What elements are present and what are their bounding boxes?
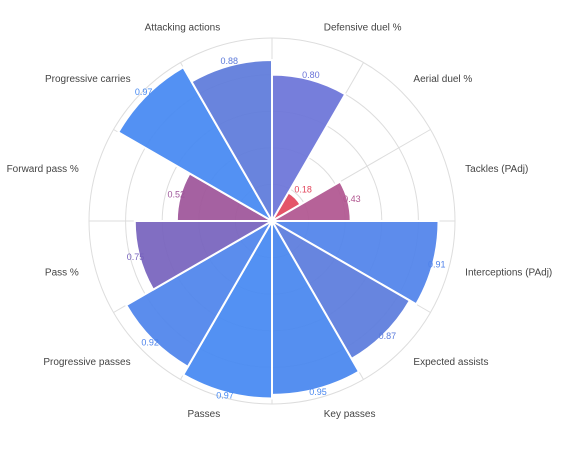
category-label: Interceptions (PAdj) xyxy=(465,267,552,278)
sector xyxy=(133,220,276,291)
category-label: Progressive carries xyxy=(45,74,131,85)
category-label: Forward pass % xyxy=(7,164,79,175)
value-label: 0.88 xyxy=(221,56,239,66)
category-label: Defensive duel % xyxy=(324,22,402,33)
sector xyxy=(190,58,273,225)
value-label: 0.95 xyxy=(309,387,327,397)
category-label: Key passes xyxy=(324,409,376,420)
value-label: 0.97 xyxy=(216,391,234,401)
sector xyxy=(116,65,275,224)
value-label: 0.80 xyxy=(302,70,320,80)
value-label: 0.91 xyxy=(428,260,446,270)
category-label: Tackles (PAdj) xyxy=(465,164,528,175)
category-label: Attacking actions xyxy=(145,22,221,33)
category-label: Passes xyxy=(187,409,220,420)
category-label: Progressive passes xyxy=(43,357,130,368)
value-label: 0.97 xyxy=(135,87,153,97)
value-label: 0.87 xyxy=(379,331,397,341)
value-label: 0.18 xyxy=(294,184,312,194)
value-label: 0.92 xyxy=(141,337,159,347)
category-label: Aerial duel % xyxy=(413,74,472,85)
sector xyxy=(271,217,361,396)
sector xyxy=(268,220,440,306)
value-label: 0.43 xyxy=(343,194,361,204)
category-label: Expected assists xyxy=(413,357,488,368)
category-label: Pass % xyxy=(45,267,79,278)
value-label: 0.52 xyxy=(167,190,185,200)
sector xyxy=(181,217,273,400)
sector xyxy=(124,218,275,369)
value-label: 0.75 xyxy=(127,252,145,262)
